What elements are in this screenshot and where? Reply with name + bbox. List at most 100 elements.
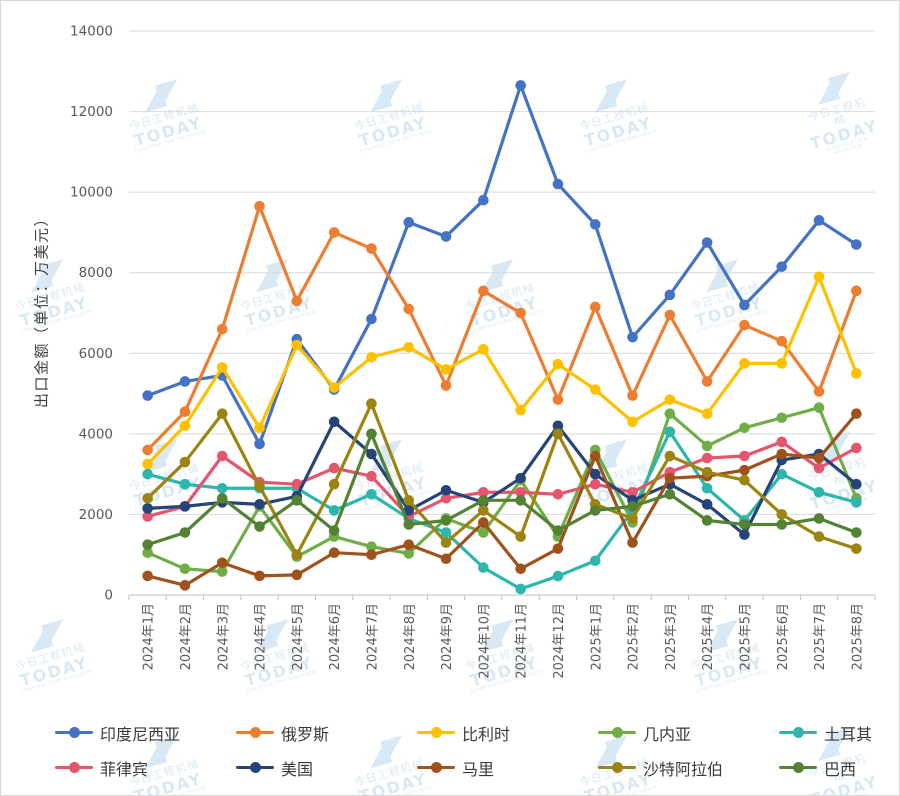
- legend-item-沙特阿拉伯: 沙特阿拉伯: [598, 756, 779, 780]
- data-point-美国-2024年1月: [142, 503, 153, 514]
- legend-marker-icon: [236, 727, 274, 739]
- data-point-巴西-2024年8月: [403, 519, 415, 530]
- data-point-菲律宾-2025年8月: [851, 442, 862, 454]
- data-point-几内亚-2024年3月: [216, 566, 228, 577]
- data-point-巴西-2025年6月: [776, 519, 788, 530]
- x-category-label: 2024年11月: [515, 603, 530, 679]
- data-point-巴西-2024年11月: [515, 495, 526, 506]
- legend-marker-icon: [55, 727, 93, 739]
- data-point-马里-2024年2月: [179, 580, 191, 591]
- data-point-比利时-2025年2月: [627, 416, 638, 428]
- data-point-沙特阿拉伯-2025年7月: [813, 531, 825, 542]
- data-point-美国-2024年12月: [552, 420, 564, 432]
- data-point-俄罗斯-2024年5月: [291, 295, 303, 307]
- data-point-比利时-2024年1月: [142, 458, 153, 470]
- data-point-比利时-2024年6月: [328, 382, 340, 393]
- data-point-俄罗斯-2025年8月: [851, 285, 862, 297]
- series-line-美国: [146, 420, 858, 537]
- x-category-label: 2024年4月: [254, 603, 269, 670]
- data-point-土耳其-2025年6月: [776, 468, 788, 480]
- data-point-美国-2024年7月: [366, 448, 377, 460]
- data-point-巴西-2025年5月: [739, 519, 750, 530]
- legend-label: 俄罗斯: [281, 724, 330, 744]
- data-point-俄罗斯-2024年9月: [440, 380, 452, 391]
- data-point-俄罗斯-2025年3月: [664, 309, 676, 321]
- data-point-俄罗斯-2024年3月: [216, 323, 228, 335]
- data-point-马里-2025年1月: [589, 450, 601, 462]
- data-point-沙特阿拉伯-2024年10月: [478, 505, 489, 516]
- x-category-label: 2025年4月: [701, 603, 716, 670]
- data-point-土耳其-2025年1月: [589, 555, 601, 567]
- data-point-沙特阿拉伯-2025年2月: [627, 513, 638, 524]
- data-point-几内亚-2025年7月: [813, 402, 825, 413]
- data-point-巴西-2025年7月: [813, 513, 825, 524]
- data-point-马里-2024年1月: [142, 570, 153, 582]
- data-point-比利时-2024年7月: [366, 352, 377, 363]
- data-point-俄罗斯-2024年11月: [515, 307, 526, 319]
- x-category-label: 2024年6月: [328, 603, 343, 670]
- data-point-俄罗斯-2024年2月: [179, 406, 191, 418]
- data-point-土耳其-2024年12月: [552, 570, 564, 582]
- data-point-巴西-2024年10月: [478, 495, 489, 506]
- legend-label: 印度尼西亚: [100, 724, 181, 744]
- data-point-土耳其-2024年9月: [440, 527, 452, 538]
- data-point-巴西-2025年4月: [701, 515, 713, 526]
- data-point-美国-2024年11月: [515, 472, 526, 484]
- data-point-印度尼西亚-2024年1月: [142, 390, 153, 401]
- data-point-菲律宾-2024年12月: [552, 488, 564, 500]
- data-point-土耳其-2024年2月: [179, 478, 191, 490]
- x-category-label: 2025年6月: [776, 603, 791, 670]
- x-category-label: 2024年12月: [552, 603, 567, 679]
- x-category-label: 2025年2月: [627, 603, 642, 670]
- data-point-比利时-2024年2月: [179, 420, 191, 432]
- data-point-菲律宾-2025年6月: [776, 436, 788, 448]
- data-point-土耳其-2025年4月: [701, 482, 713, 494]
- data-point-土耳其-2024年10月: [478, 562, 489, 573]
- data-point-马里-2024年6月: [328, 547, 340, 558]
- data-point-沙特阿拉伯-2024年1月: [142, 493, 153, 504]
- data-point-马里-2025年5月: [739, 464, 750, 476]
- legend-item-菲律宾: 菲律宾: [55, 756, 236, 780]
- data-point-马里-2024年7月: [366, 549, 377, 561]
- data-point-俄罗斯-2025年2月: [627, 390, 638, 401]
- data-point-几内亚-2024年7月: [366, 541, 377, 552]
- data-point-马里-2024年8月: [403, 539, 415, 550]
- data-point-美国-2024年2月: [179, 501, 191, 512]
- data-point-菲律宾-2025年1月: [589, 478, 601, 490]
- x-category-label: 2024年8月: [403, 603, 418, 670]
- series-line-比利时: [146, 275, 858, 466]
- data-point-几内亚-2025年3月: [664, 408, 676, 420]
- data-point-沙特阿拉伯-2024年9月: [440, 537, 452, 548]
- data-point-马里-2025年7月: [813, 452, 825, 464]
- data-point-沙特阿拉伯-2024年11月: [515, 531, 526, 542]
- data-point-菲律宾-2024年3月: [216, 450, 228, 462]
- data-point-巴西-2024年6月: [328, 525, 340, 536]
- legend-label: 巴西: [824, 759, 857, 779]
- legend-item-俄罗斯: 俄罗斯: [236, 721, 417, 745]
- data-point-马里-2024年5月: [291, 569, 303, 581]
- data-point-印度尼西亚-2024年2月: [179, 376, 191, 387]
- data-point-比利时-2024年4月: [254, 422, 265, 434]
- x-category-label: 2025年3月: [664, 603, 679, 670]
- y-tick-label: 0: [104, 588, 113, 604]
- data-point-几内亚-2025年4月: [701, 440, 713, 452]
- x-category-label: 2025年7月: [813, 603, 828, 670]
- legend-label: 几内亚: [643, 724, 692, 744]
- data-point-巴西-2024年1月: [142, 539, 153, 550]
- data-point-沙特阿拉伯-2024年5月: [291, 549, 303, 561]
- data-point-印度尼西亚-2025年3月: [664, 289, 676, 301]
- data-point-俄罗斯-2025年4月: [701, 376, 713, 387]
- data-point-俄罗斯-2024年6月: [328, 227, 340, 238]
- legend-label: 土耳其: [824, 724, 873, 744]
- data-point-印度尼西亚-2024年10月: [478, 194, 489, 206]
- y-tick-label: 14000: [70, 24, 113, 40]
- legend-item-几内亚: 几内亚: [598, 721, 779, 745]
- data-point-比利时-2025年8月: [851, 368, 862, 379]
- data-point-菲律宾-2024年11月: [515, 486, 526, 498]
- data-point-印度尼西亚-2025年7月: [813, 215, 825, 226]
- data-point-马里-2025年6月: [776, 448, 788, 460]
- data-point-俄罗斯-2024年1月: [142, 444, 153, 456]
- data-point-巴西-2024年7月: [366, 428, 377, 440]
- data-point-菲律宾-2024年10月: [478, 486, 489, 498]
- data-point-菲律宾-2024年7月: [366, 470, 377, 482]
